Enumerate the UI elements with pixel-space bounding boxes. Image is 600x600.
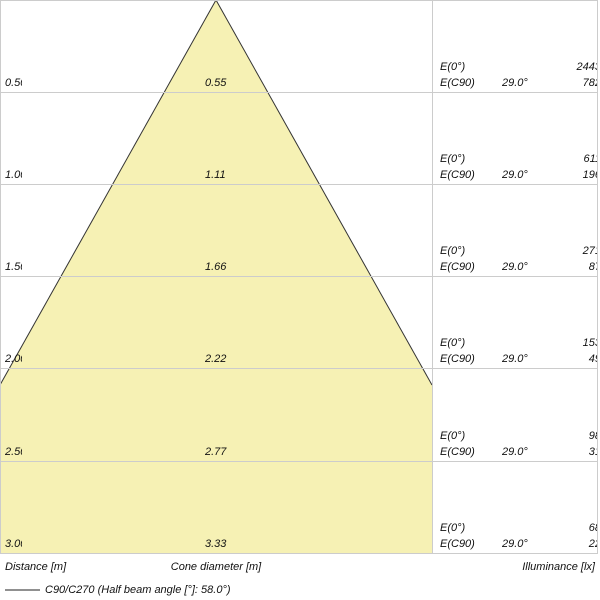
cell: 31 (540, 446, 597, 459)
ec90-label: E(C90) (440, 260, 475, 273)
cell: E(C90) (440, 261, 475, 274)
cell: E(0°) (440, 522, 466, 535)
cell: 271 (540, 245, 597, 258)
cell: 87 (540, 261, 597, 274)
cell: 1.11 (205, 169, 229, 182)
e0-value: 611 (583, 152, 597, 165)
diameter-label: 3.33 (205, 537, 227, 550)
ec90-value: 87 (588, 260, 597, 273)
cell: 782 (540, 77, 597, 90)
ec90-value: 782 (582, 76, 597, 89)
cell: E(C90) (440, 77, 475, 90)
cell: 29.0° (502, 169, 530, 182)
cell: 2.50 (5, 446, 22, 459)
ec90-label: E(C90) (440, 445, 475, 458)
cell: E(C90) (440, 353, 475, 366)
cell: 68 (540, 522, 597, 535)
cone-edge (215, 0, 433, 386)
cell: 22 (540, 538, 597, 551)
cell: 611 (540, 153, 597, 166)
footer-diameter: Cone diameter [m] (170, 561, 262, 573)
cell: 1.50 (5, 261, 22, 274)
distance-label: 0.50 (5, 76, 22, 89)
cell: 0.55 (205, 77, 229, 90)
cell: 2.22 (205, 353, 229, 366)
angle-label: 29.0° (502, 445, 528, 458)
cell: 1.66 (205, 261, 229, 274)
distance-label: 1.50 (5, 260, 22, 273)
ec90-value: 49 (588, 352, 597, 365)
e0-label: E(0°) (440, 336, 466, 349)
ec90-value: 31 (588, 445, 597, 458)
cone-edge (0, 0, 217, 386)
ec90-value: 196 (582, 168, 597, 181)
cell: 2.00 (5, 353, 22, 366)
cell: 29.0° (502, 446, 530, 459)
ec90-label: E(C90) (440, 168, 475, 181)
cell: 3.33 (205, 538, 229, 551)
diameter-label: 2.77 (205, 445, 227, 458)
angle-label: 29.0° (502, 168, 528, 181)
e0-label: E(0°) (440, 521, 466, 534)
cell: 2.77 (205, 446, 229, 459)
cell: 1.00 (5, 169, 22, 182)
e0-value: 98 (588, 429, 597, 442)
ec90-value: 22 (588, 537, 597, 550)
footer-distance: Distance [m] (5, 561, 67, 573)
diameter-label: 1.11 (205, 168, 226, 181)
e0-label: E(0°) (440, 60, 466, 73)
cell: E(C90) (440, 538, 475, 551)
angle-label: 29.0° (502, 260, 528, 273)
diameter-label: 1.66 (205, 260, 227, 273)
angle-label: 29.0° (502, 352, 528, 365)
distance-label: 2.00 (5, 352, 22, 365)
e0-label: E(0°) (440, 152, 466, 165)
cell: 2443 (540, 61, 597, 74)
ec90-label: E(C90) (440, 537, 475, 550)
distance-label: 1.00 (5, 168, 22, 181)
cell: 29.0° (502, 77, 530, 90)
ec90-label: E(C90) (440, 76, 475, 89)
distance-label: 3.00 (5, 537, 22, 550)
cell: 29.0° (502, 261, 530, 274)
cell: E(0°) (440, 430, 466, 443)
cell: 29.0° (502, 538, 530, 551)
diameter-label: 0.55 (205, 76, 227, 89)
cell: E(C90) (440, 446, 475, 459)
distance-label: 2.50 (5, 445, 22, 458)
cell: E(0°) (440, 337, 466, 350)
e0-value: 153 (582, 336, 597, 349)
cell: 29.0° (502, 353, 530, 366)
footer-illuminance: Illuminance [lx] (522, 561, 595, 573)
e0-value: 2443 (576, 60, 597, 73)
cell: 98 (540, 430, 597, 443)
cell: 49 (540, 353, 597, 366)
cell: E(0°) (440, 245, 466, 258)
e0-label: E(0°) (440, 244, 466, 257)
cell: 196 (540, 169, 597, 182)
cell: E(0°) (440, 153, 466, 166)
e0-value: 68 (588, 521, 597, 534)
cell: E(0°) (440, 61, 466, 74)
legend-label: C90/C270 (Half beam angle [°]: 58.0°) (45, 584, 231, 596)
cell: 153 (540, 337, 597, 350)
ec90-label: E(C90) (440, 352, 475, 365)
cell: 3.00 (5, 538, 22, 551)
angle-label: 29.0° (502, 76, 528, 89)
e0-label: E(0°) (440, 429, 466, 442)
cell: E(C90) (440, 169, 475, 182)
diameter-label: 2.22 (205, 352, 227, 365)
angle-label: 29.0° (502, 537, 528, 550)
cell: 0.50 (5, 77, 22, 90)
e0-value: 271 (582, 244, 597, 257)
